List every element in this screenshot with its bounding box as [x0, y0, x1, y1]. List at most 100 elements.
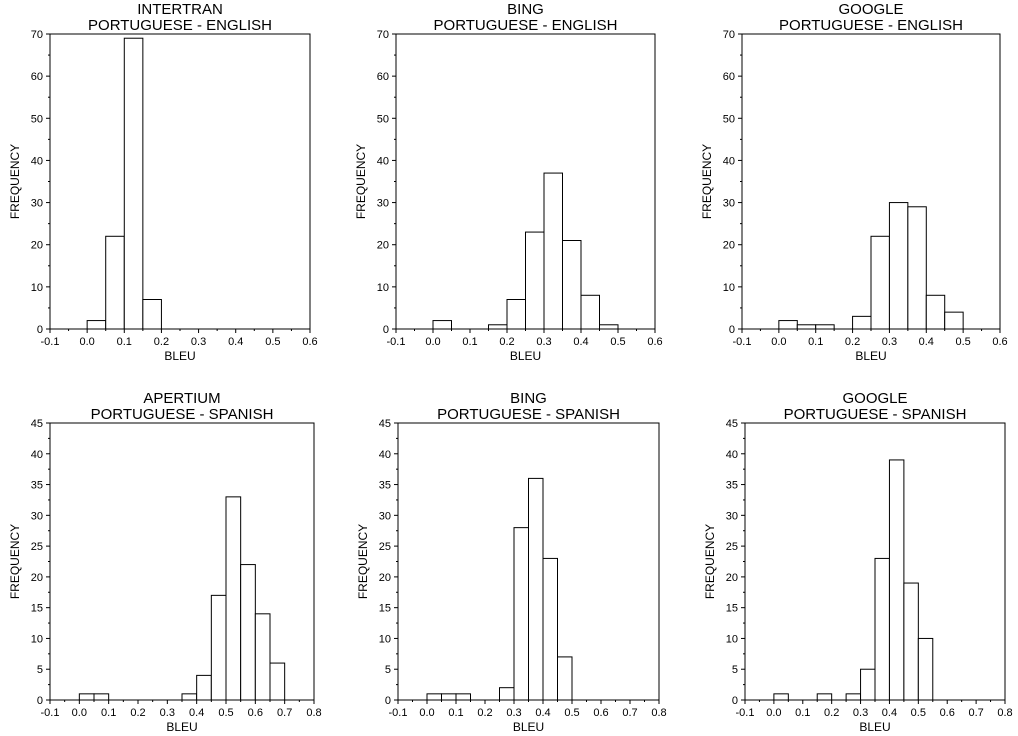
histogram-bar — [240, 564, 256, 701]
x-axis-label: BLEU — [513, 720, 544, 734]
y-tick-label: 30 — [31, 510, 43, 522]
histogram-bar — [542, 557, 558, 701]
y-tick-label: 30 — [723, 198, 735, 210]
histogram-bar — [925, 294, 946, 330]
y-tick-label: 0 — [37, 695, 43, 707]
y-tick-label: 10 — [377, 282, 389, 294]
histogram-bar — [181, 693, 198, 701]
histogram-bar — [944, 311, 964, 330]
x-tick-label: 0.2 — [824, 707, 839, 719]
x-tick-label: 0.0 — [771, 336, 786, 348]
chart-subtitle: PORTUGUESE - SPANISH — [91, 406, 274, 423]
y-tick-label: 35 — [31, 480, 43, 492]
y-axis-label: FREQUENCY — [703, 524, 717, 599]
y-tick-label: 15 — [31, 603, 43, 615]
x-axis-label: BLEU — [855, 349, 886, 363]
y-tick-label: 70 — [377, 29, 389, 41]
chart-title: GOOGLE — [842, 390, 907, 407]
x-tick-label: 0.3 — [160, 707, 175, 719]
y-tick-label: 20 — [379, 572, 391, 584]
x-tick-label: 0.1 — [101, 707, 116, 719]
x-tick-label: 0.7 — [622, 707, 637, 719]
y-tick-label: 40 — [379, 449, 391, 461]
chart-title: BING — [510, 390, 547, 407]
y-tick-label: 50 — [723, 113, 735, 125]
y-tick-label: 25 — [379, 541, 391, 553]
x-tick-label: 0.6 — [992, 336, 1007, 348]
x-tick-label: 0.0 — [766, 707, 781, 719]
y-tick-label: 10 — [31, 633, 43, 645]
x-tick-label: 0.2 — [499, 336, 514, 348]
histogram-bar — [488, 324, 508, 330]
x-axis-label: BLEU — [166, 720, 197, 734]
x-tick-label: 0.0 — [419, 707, 434, 719]
chart-title: GOOGLE — [838, 1, 903, 18]
chart-title: INTERTRAN — [137, 1, 223, 18]
y-tick-label: 20 — [31, 572, 43, 584]
histogram-bar — [599, 324, 619, 330]
histogram-bar — [796, 324, 817, 330]
histogram-bar — [845, 693, 862, 701]
x-tick-label: 0.4 — [882, 707, 897, 719]
y-tick-label: 10 — [379, 633, 391, 645]
chart-subtitle: PORTUGUESE - ENGLISH — [434, 17, 618, 34]
histogram-bar — [525, 231, 545, 330]
x-tick-label: 0.1 — [117, 336, 132, 348]
x-tick-label: 0.3 — [536, 336, 551, 348]
y-tick-label: 0 — [732, 695, 738, 707]
y-tick-label: 0 — [729, 324, 735, 336]
y-tick-label: 15 — [726, 603, 738, 615]
histogram-bar — [142, 299, 162, 330]
x-tick-label: 0.1 — [795, 707, 810, 719]
x-tick-label: 0.2 — [130, 707, 145, 719]
y-tick-label: 10 — [723, 282, 735, 294]
histogram-bar — [874, 557, 890, 701]
y-tick-label: 40 — [31, 449, 43, 461]
y-tick-label: 30 — [379, 510, 391, 522]
histogram-bar — [86, 320, 107, 330]
x-tick-label: 0.2 — [154, 336, 169, 348]
x-tick-label: 0.5 — [911, 707, 926, 719]
histogram-bar — [870, 235, 890, 330]
y-tick-label: 45 — [379, 418, 391, 430]
y-tick-label: 10 — [31, 282, 43, 294]
histogram-bar — [455, 693, 471, 701]
y-tick-label: 20 — [377, 240, 389, 252]
histogram-bar — [225, 496, 242, 701]
y-tick-label: 40 — [726, 449, 738, 461]
histogram-bar — [441, 693, 457, 701]
y-tick-label: 0 — [385, 695, 391, 707]
histogram-bar — [210, 594, 227, 701]
histogram-bar — [907, 206, 927, 330]
histogram-bar — [513, 527, 529, 701]
histogram-bar — [196, 674, 212, 701]
x-tick-label: 0.8 — [651, 707, 666, 719]
y-tick-label: 20 — [726, 572, 738, 584]
y-axis-label: FREQUENCY — [8, 144, 22, 219]
x-axis-label: BLEU — [859, 720, 890, 734]
chart-title: BING — [507, 1, 544, 18]
histogram-bar — [888, 202, 909, 330]
x-tick-label: 0.5 — [610, 336, 625, 348]
y-tick-label: 5 — [37, 664, 43, 676]
x-tick-label: 0.7 — [968, 707, 983, 719]
y-tick-label: 30 — [377, 198, 389, 210]
y-tick-label: 70 — [31, 29, 43, 41]
x-tick-label: 0.5 — [218, 707, 233, 719]
chart-subtitle: PORTUGUESE - SPANISH — [437, 406, 620, 423]
histogram-bar — [562, 240, 582, 330]
histogram-bar — [917, 637, 934, 701]
y-tick-label: 70 — [723, 29, 735, 41]
histogram-bar — [773, 693, 789, 701]
chart-title: APERTIUM — [143, 390, 220, 407]
y-axis-label: FREQUENCY — [354, 144, 368, 219]
histogram-bar — [778, 320, 798, 330]
x-tick-label: 0.0 — [72, 707, 87, 719]
histogram-bar — [426, 693, 442, 701]
y-tick-label: 5 — [385, 664, 391, 676]
y-tick-label: 0 — [37, 324, 43, 336]
y-tick-label: 45 — [31, 418, 43, 430]
x-tick-label: 0.0 — [425, 336, 440, 348]
x-tick-label: 0.8 — [997, 707, 1012, 719]
